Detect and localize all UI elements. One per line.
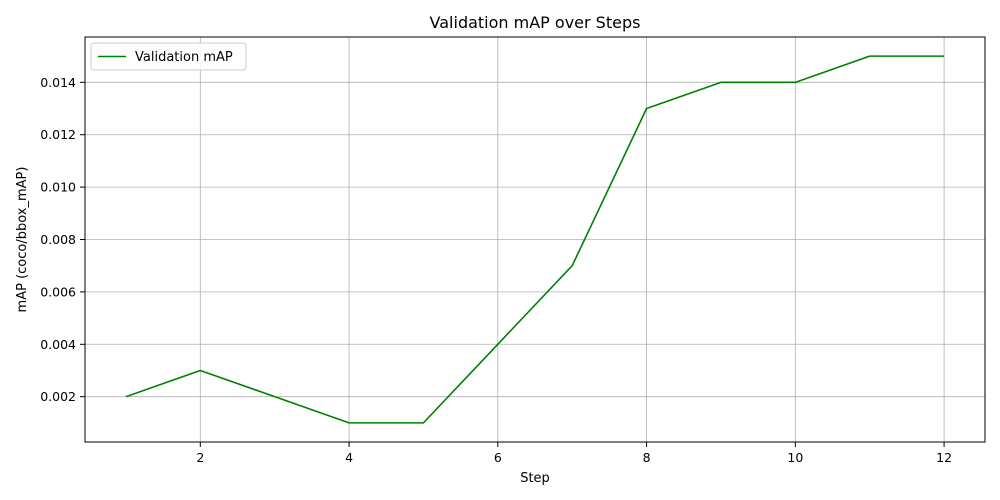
legend: Validation mAP <box>90 42 247 71</box>
x-tick-label: 6 <box>494 450 502 465</box>
x-tick-label: 8 <box>643 450 651 465</box>
y-tick-label: 0.004 <box>40 337 76 352</box>
series-line <box>125 55 945 424</box>
legend-box <box>90 42 247 71</box>
chart-title: Validation mAP over Steps <box>430 13 641 32</box>
x-tick-label: 12 <box>936 450 952 465</box>
y-tick-label: 0.008 <box>40 232 76 247</box>
y-tick-label: 0.012 <box>40 127 76 142</box>
x-axis-label: Step <box>520 471 550 486</box>
y-tick-label: 0.010 <box>40 180 76 195</box>
y-tick-label: 0.014 <box>40 75 76 90</box>
x-tick-label: 4 <box>345 450 353 465</box>
ticks: 2 4 6 8 10 12 0.002 0.004 0.006 0.008 0.010 0.012 0.… <box>40 75 952 465</box>
series-layer <box>125 55 945 424</box>
y-tick-label: 0.006 <box>40 284 76 299</box>
grid <box>85 37 985 442</box>
y-axis-label: mAP (coco/bbox_mAP) <box>15 167 30 313</box>
legend-entry-label: Validation mAP <box>135 50 233 65</box>
y-tick-label: 0.002 <box>40 389 76 404</box>
x-tick-label: 2 <box>196 450 204 465</box>
x-tick-label: 10 <box>787 450 803 465</box>
